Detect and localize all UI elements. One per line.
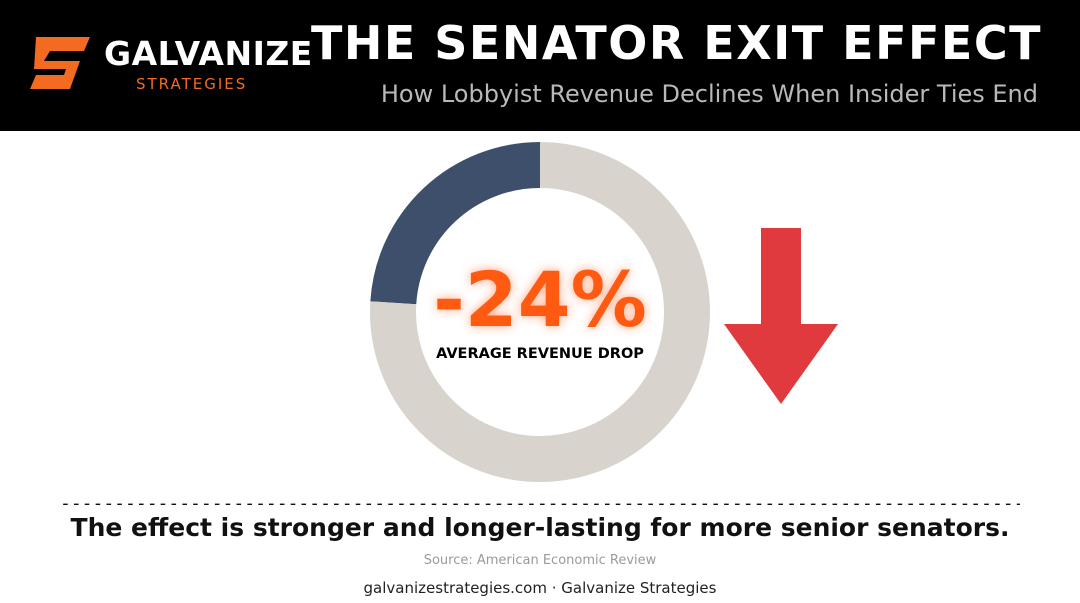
header-banner: GALVANIZE STRATEGIES THE SENATOR EXIT EF…	[0, 0, 1080, 131]
source-citation: Source: American Economic Review	[423, 553, 657, 568]
center-value: -24%	[433, 255, 647, 344]
dashed-divider: ----------------------------------------…	[60, 494, 1020, 514]
galvanize-logo-icon	[30, 37, 90, 89]
donut-slice-remaining	[370, 142, 710, 482]
key-takeaway: The effect is stronger and longer-lastin…	[70, 513, 1010, 542]
center-label: AVERAGE REVENUE DROP	[436, 346, 644, 362]
donut-chart	[370, 142, 710, 482]
page-subtitle: How Lobbyist Revenue Declines When Insid…	[380, 80, 1038, 108]
brand-name: GALVANIZE	[104, 34, 313, 73]
donut-slice-drop	[370, 142, 541, 305]
footer-credit: galvanizestrategies.com · Galvanize Stra…	[363, 579, 717, 597]
page-title: THE SENATOR EXIT EFFECT	[310, 16, 1042, 70]
brand-tagline: STRATEGIES	[136, 75, 248, 93]
down-arrow-icon	[724, 228, 838, 404]
